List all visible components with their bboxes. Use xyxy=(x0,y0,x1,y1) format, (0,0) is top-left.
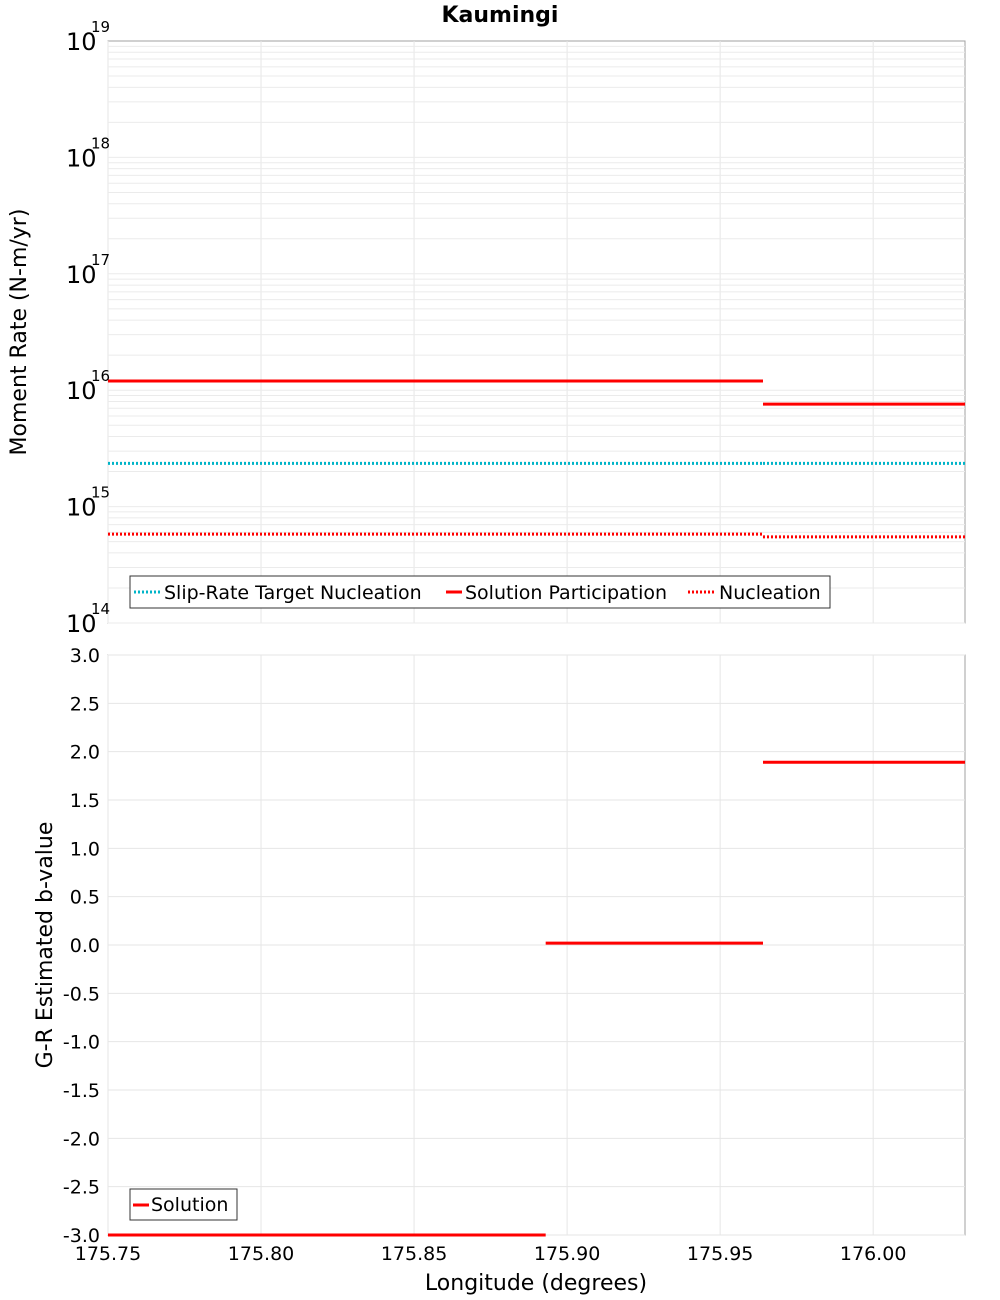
bottom-legend: Solution xyxy=(129,1188,238,1221)
x-tick-label: 176.00 xyxy=(840,1243,906,1265)
legend-label-slip-rate-target: Slip-Rate Target Nucleation xyxy=(164,582,422,604)
top-y-tick-exponent: 17 xyxy=(91,251,110,269)
bottom-y-tick-label: -1.5 xyxy=(63,1080,100,1102)
bottom-y-tick-label: 0.5 xyxy=(70,887,100,909)
chart-title: Kaumingi xyxy=(442,3,559,28)
bottom-y-tick-label: 2.5 xyxy=(70,693,100,715)
x-tick-label: 175.95 xyxy=(687,1243,753,1265)
top-y-tick-label: 10 xyxy=(66,494,97,522)
bottom-y-tick-label: 1.0 xyxy=(70,838,100,860)
top-y-tick-exponent: 18 xyxy=(91,134,110,152)
x-tick-label: 175.85 xyxy=(381,1243,447,1265)
top-y-tick-exponent: 14 xyxy=(91,600,110,618)
x-tick-label: 175.75 xyxy=(75,1243,141,1265)
bottom-y-axis-label: G-R Estimated b-value xyxy=(33,822,58,1069)
legend-label-solution-participation: Solution Participation xyxy=(465,582,667,604)
top-y-tick-exponent: 19 xyxy=(91,18,110,36)
bottom-y-tick-label: -0.5 xyxy=(63,983,100,1005)
top-y-tick-exponent: 15 xyxy=(91,484,110,502)
bottom-y-tick-label: -3.0 xyxy=(63,1225,100,1247)
bottom-y-tick-label: 3.0 xyxy=(70,645,100,667)
ticks-layer: 1014101510161017101810193.02.52.01.51.00… xyxy=(63,18,906,1265)
top-y-tick-label: 10 xyxy=(66,28,97,56)
top-legend: Slip-Rate Target Nucleation Solution Par… xyxy=(129,575,831,609)
top-y-axis-label: Moment Rate (N-m/yr) xyxy=(7,209,32,456)
series-layer xyxy=(108,379,965,1237)
top-y-tick-label: 10 xyxy=(66,610,97,638)
top-y-tick-label: 10 xyxy=(66,377,97,405)
x-tick-label: 175.90 xyxy=(534,1243,600,1265)
top-y-tick-exponent: 16 xyxy=(91,367,110,385)
bottom-y-tick-label: 2.0 xyxy=(70,742,100,764)
x-tick-label: 175.80 xyxy=(228,1243,294,1265)
x-axis-label: Longitude (degrees) xyxy=(425,1271,647,1296)
top-plot-area xyxy=(107,40,966,624)
top-y-tick-label: 10 xyxy=(66,261,97,289)
legend-label-solution: Solution xyxy=(151,1194,228,1216)
bottom-y-tick-label: -1.0 xyxy=(63,1032,100,1054)
bottom-y-tick-label: -2.5 xyxy=(63,1177,100,1199)
bottom-y-tick-label: -2.0 xyxy=(63,1128,100,1150)
bottom-y-tick-label: 0.0 xyxy=(70,935,100,957)
top-y-tick-label: 10 xyxy=(66,144,97,172)
bottom-y-tick-label: 1.5 xyxy=(70,790,100,812)
grid-layer xyxy=(107,41,965,1236)
legend-label-nucleation: Nucleation xyxy=(719,582,821,604)
